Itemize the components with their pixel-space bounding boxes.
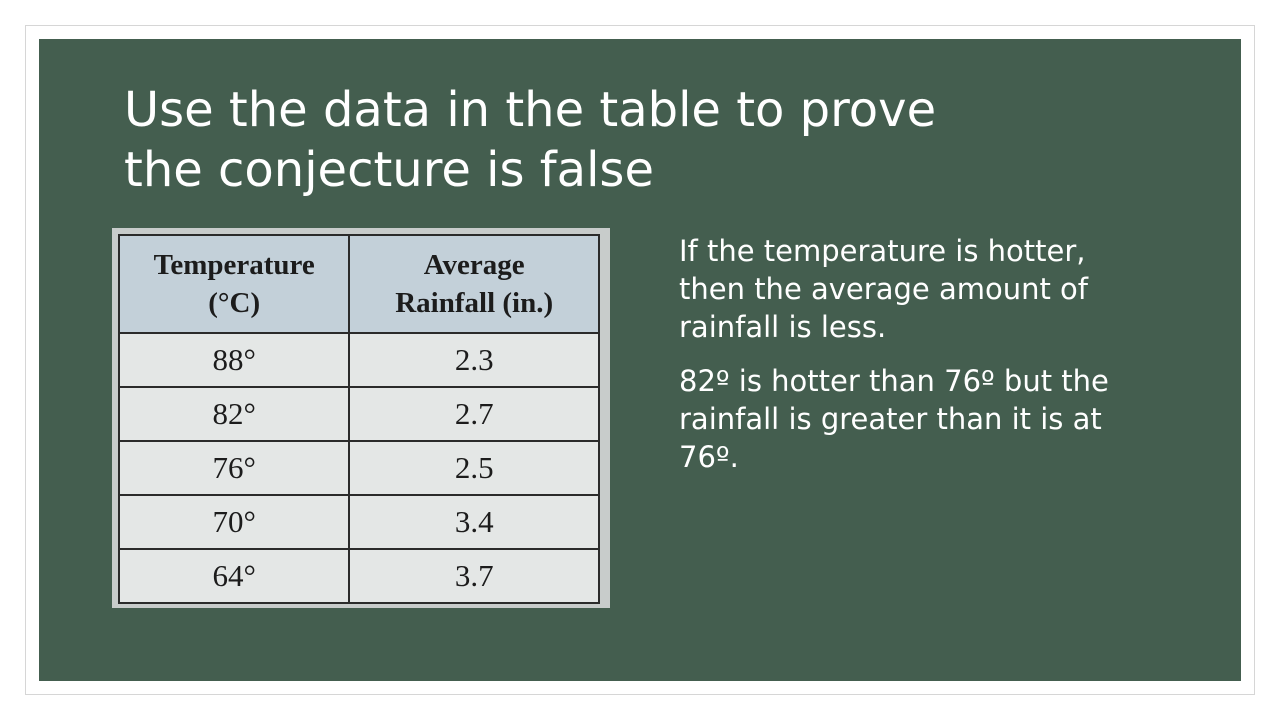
table-row: 70° 3.4 bbox=[117, 494, 600, 550]
cell-temperature: 70° bbox=[117, 494, 351, 550]
cell-rainfall: 2.3 bbox=[348, 332, 600, 388]
header-temperature-line-2: (°C) bbox=[208, 287, 261, 319]
cell-rainfall: 3.7 bbox=[348, 548, 600, 604]
cell-rainfall: 2.5 bbox=[348, 440, 600, 496]
header-rainfall-line-1: Average bbox=[423, 249, 525, 281]
header-temperature: Temperature (°C) bbox=[117, 234, 351, 334]
cell-rainfall: 3.4 bbox=[348, 494, 600, 550]
header-rainfall: Average Rainfall (in.) bbox=[348, 234, 600, 334]
cell-temperature: 88° bbox=[117, 332, 351, 388]
cell-temperature: 76° bbox=[117, 440, 351, 496]
cell-temperature: 64° bbox=[117, 548, 351, 604]
slide-title-line-2: the conjecture is false bbox=[124, 142, 654, 198]
table-row: 82° 2.7 bbox=[117, 386, 600, 442]
header-rainfall-line-2: Rainfall (in.) bbox=[395, 287, 554, 319]
cell-rainfall: 2.7 bbox=[348, 386, 600, 442]
data-table: Temperature (°C) Average Rainfall (in.) … bbox=[117, 234, 600, 604]
cell-temperature: 82° bbox=[117, 386, 351, 442]
table-row: 64° 3.7 bbox=[117, 548, 600, 604]
slide-body: If the temperature is hotter, then the a… bbox=[679, 232, 1159, 492]
counterexample-text: 82º is hotter than 76º but the rainfall … bbox=[679, 364, 1109, 474]
slide-title-line-1: Use the data in the table to prove bbox=[124, 82, 937, 138]
table-image: Temperature (°C) Average Rainfall (in.) … bbox=[112, 228, 610, 608]
table-row: 76° 2.5 bbox=[117, 440, 600, 496]
table-header-row: Temperature (°C) Average Rainfall (in.) bbox=[117, 234, 600, 334]
header-temperature-line-1: Temperature bbox=[153, 249, 315, 281]
table-row: 88° 2.3 bbox=[117, 332, 600, 388]
conjecture-text: If the temperature is hotter, then the a… bbox=[679, 234, 1089, 344]
slide-title: Use the data in the table to prove the c… bbox=[124, 80, 1184, 200]
